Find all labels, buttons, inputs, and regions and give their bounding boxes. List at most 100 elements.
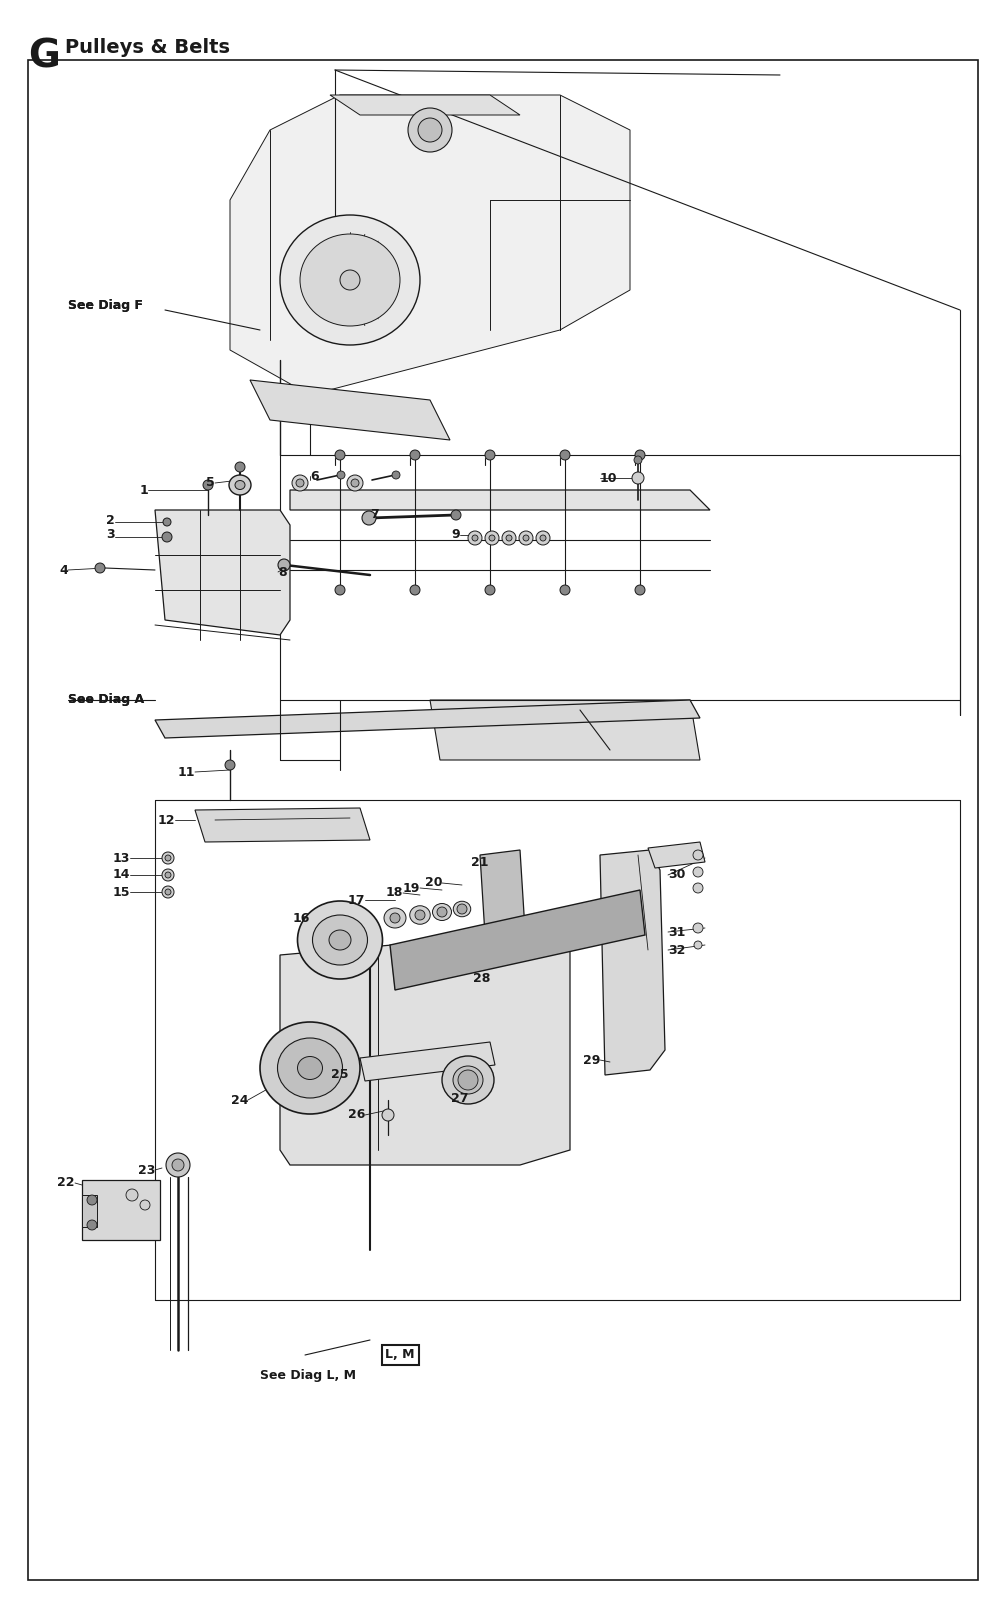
Text: 9: 9 bbox=[451, 528, 460, 541]
Circle shape bbox=[340, 271, 360, 290]
Polygon shape bbox=[600, 850, 665, 1076]
Circle shape bbox=[162, 886, 174, 897]
Polygon shape bbox=[250, 381, 450, 441]
Circle shape bbox=[506, 535, 512, 541]
Text: 4: 4 bbox=[59, 564, 68, 577]
Circle shape bbox=[351, 480, 359, 488]
Text: L, M: L, M bbox=[385, 1348, 415, 1361]
Ellipse shape bbox=[260, 1022, 360, 1115]
Polygon shape bbox=[430, 700, 700, 760]
Circle shape bbox=[560, 585, 570, 595]
Polygon shape bbox=[648, 842, 705, 868]
Text: 12: 12 bbox=[158, 813, 175, 826]
Circle shape bbox=[87, 1220, 97, 1230]
Ellipse shape bbox=[432, 904, 452, 920]
Circle shape bbox=[390, 914, 400, 923]
Circle shape bbox=[502, 531, 516, 544]
Ellipse shape bbox=[298, 1056, 322, 1079]
Circle shape bbox=[203, 480, 213, 489]
Text: 19: 19 bbox=[403, 881, 420, 894]
Polygon shape bbox=[155, 700, 700, 739]
Circle shape bbox=[410, 450, 420, 460]
Polygon shape bbox=[155, 510, 290, 635]
Circle shape bbox=[172, 1158, 184, 1171]
Circle shape bbox=[166, 1153, 190, 1178]
Text: See Diag F: See Diag F bbox=[68, 298, 143, 311]
Circle shape bbox=[87, 1196, 97, 1205]
Circle shape bbox=[140, 1200, 150, 1210]
Text: 13: 13 bbox=[113, 852, 130, 865]
Circle shape bbox=[126, 1189, 138, 1200]
Text: See Diag L, M: See Diag L, M bbox=[260, 1369, 356, 1382]
Text: 27: 27 bbox=[450, 1092, 468, 1105]
Circle shape bbox=[415, 910, 425, 920]
Circle shape bbox=[392, 471, 400, 480]
Text: 11: 11 bbox=[178, 766, 195, 779]
Circle shape bbox=[382, 1110, 394, 1121]
Ellipse shape bbox=[410, 906, 430, 925]
Text: 5: 5 bbox=[206, 476, 215, 489]
Ellipse shape bbox=[278, 1038, 342, 1098]
Polygon shape bbox=[195, 808, 370, 842]
Text: See Diag A: See Diag A bbox=[68, 693, 144, 706]
Text: 6: 6 bbox=[310, 470, 319, 483]
Text: 22: 22 bbox=[58, 1176, 75, 1189]
Polygon shape bbox=[290, 489, 710, 510]
Ellipse shape bbox=[235, 481, 245, 489]
Text: 24: 24 bbox=[230, 1094, 248, 1106]
Circle shape bbox=[457, 904, 467, 914]
Text: 25: 25 bbox=[330, 1069, 348, 1082]
Circle shape bbox=[437, 907, 447, 917]
Polygon shape bbox=[330, 96, 520, 115]
Text: 7: 7 bbox=[370, 509, 379, 522]
Ellipse shape bbox=[384, 907, 406, 928]
Circle shape bbox=[162, 852, 174, 863]
Circle shape bbox=[523, 535, 529, 541]
Circle shape bbox=[165, 855, 171, 860]
Text: 30: 30 bbox=[668, 868, 685, 881]
Ellipse shape bbox=[300, 233, 400, 326]
Circle shape bbox=[472, 535, 478, 541]
Circle shape bbox=[635, 585, 645, 595]
Text: 20: 20 bbox=[424, 876, 442, 889]
Circle shape bbox=[485, 531, 499, 544]
Circle shape bbox=[335, 585, 345, 595]
Bar bbox=[82, 1196, 97, 1226]
Circle shape bbox=[335, 450, 345, 460]
Text: 23: 23 bbox=[138, 1163, 155, 1176]
Circle shape bbox=[519, 531, 533, 544]
Text: 17: 17 bbox=[348, 894, 365, 907]
Text: 8: 8 bbox=[278, 565, 287, 578]
Polygon shape bbox=[390, 889, 645, 990]
Circle shape bbox=[635, 450, 645, 460]
Ellipse shape bbox=[442, 1056, 494, 1103]
Text: See Diag F: See Diag F bbox=[68, 298, 143, 311]
Circle shape bbox=[634, 455, 642, 463]
Text: G: G bbox=[28, 37, 60, 76]
Circle shape bbox=[485, 585, 495, 595]
Circle shape bbox=[225, 760, 235, 770]
Ellipse shape bbox=[453, 1066, 483, 1094]
Circle shape bbox=[292, 475, 308, 491]
Ellipse shape bbox=[453, 901, 471, 917]
Polygon shape bbox=[230, 96, 630, 395]
Text: 14: 14 bbox=[112, 868, 130, 881]
Circle shape bbox=[410, 585, 420, 595]
Text: 16: 16 bbox=[293, 912, 310, 925]
Text: 28: 28 bbox=[473, 972, 490, 985]
Text: 15: 15 bbox=[112, 886, 130, 899]
Text: 10: 10 bbox=[600, 471, 618, 484]
Circle shape bbox=[362, 510, 376, 525]
Text: 31: 31 bbox=[668, 925, 685, 938]
Ellipse shape bbox=[280, 215, 420, 345]
Circle shape bbox=[693, 883, 703, 893]
Ellipse shape bbox=[229, 475, 251, 496]
Circle shape bbox=[165, 872, 171, 878]
Text: 26: 26 bbox=[348, 1108, 365, 1121]
Circle shape bbox=[485, 450, 495, 460]
Circle shape bbox=[163, 518, 171, 526]
Circle shape bbox=[632, 471, 644, 484]
Text: 3: 3 bbox=[106, 528, 115, 541]
Text: Pulleys & Belts: Pulleys & Belts bbox=[65, 37, 230, 57]
Text: 32: 32 bbox=[668, 943, 685, 956]
